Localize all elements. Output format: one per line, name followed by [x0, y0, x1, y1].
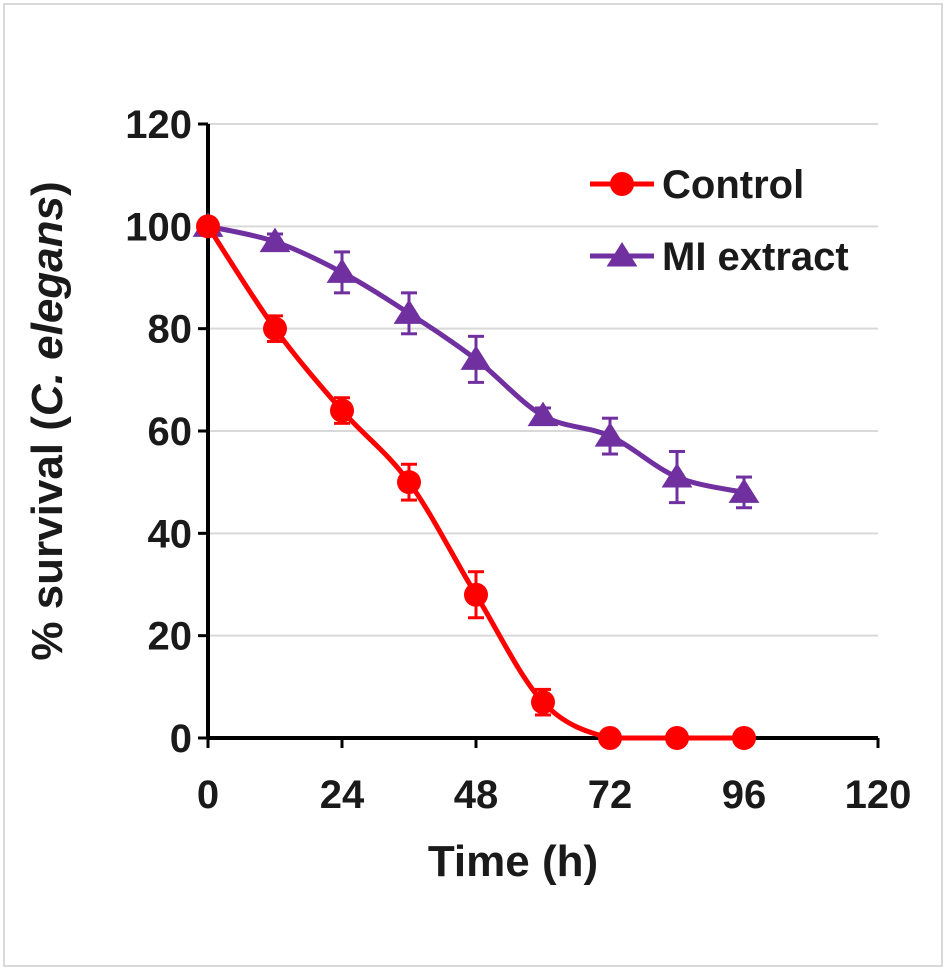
axes: 0 20 40 60 80 100 120 0 24 48 72 96 120: [125, 103, 911, 817]
legend-marker-mi-extract: [606, 242, 638, 267]
point-mi-extract-36: [393, 299, 425, 324]
legend: Control MI extract: [590, 163, 849, 279]
x-axis-title: Time (h): [428, 837, 598, 886]
point-control-12: [263, 316, 287, 341]
point-mi-extract-96: [728, 478, 760, 503]
legend-entry-mi-extract: MI extract: [590, 235, 849, 279]
point-mi-extract-12: [259, 227, 291, 253]
x-tick-label-0: 0: [197, 773, 219, 817]
point-control-84: [665, 726, 689, 750]
legend-marker-control: [610, 172, 634, 196]
point-mi-extract-60: [527, 401, 559, 427]
y-tick-label-60: 60: [148, 410, 193, 454]
point-control-72: [598, 726, 622, 750]
y-axis-title-suffix: ): [23, 181, 72, 196]
legend-label-mi-extract: MI extract: [662, 235, 849, 279]
x-tick-label-96: 96: [722, 773, 767, 817]
point-control-60: [531, 690, 555, 715]
x-tick-label-48: 48: [454, 773, 499, 817]
series-control: [196, 214, 756, 750]
point-mi-extract-72: [594, 422, 626, 447]
chart-frame: [3, 3, 943, 967]
y-axis-title-species: C. elegans: [23, 196, 72, 416]
y-tick-label-100: 100: [125, 205, 192, 249]
point-control-0: [196, 214, 220, 239]
gridlines: [208, 123, 878, 637]
y-axis-title: % survival (C. elegans): [23, 181, 72, 660]
y-tick-label-20: 20: [148, 615, 193, 659]
y-tick-label-0: 0: [170, 717, 192, 761]
x-tick-label-24: 24: [320, 773, 365, 817]
point-control-36: [397, 470, 421, 495]
point-mi-extract-84: [661, 463, 693, 488]
point-control-24: [330, 398, 354, 423]
point-mi-extract-24: [326, 258, 358, 283]
y-tick-label-120: 120: [125, 103, 192, 147]
series: [192, 212, 760, 750]
legend-entry-control: Control: [590, 163, 804, 207]
point-mi-extract-48: [460, 345, 492, 370]
point-control-96: [732, 726, 756, 750]
x-tick-label-72: 72: [588, 773, 633, 817]
x-tick-label-120: 120: [845, 773, 912, 817]
legend-label-control: Control: [662, 163, 804, 207]
y-axis-title-prefix: % survival (: [23, 416, 72, 661]
y-tick-label-80: 80: [148, 308, 193, 352]
line-control: [205, 224, 744, 741]
y-tick-label-40: 40: [148, 512, 193, 556]
point-control-48: [464, 582, 488, 607]
